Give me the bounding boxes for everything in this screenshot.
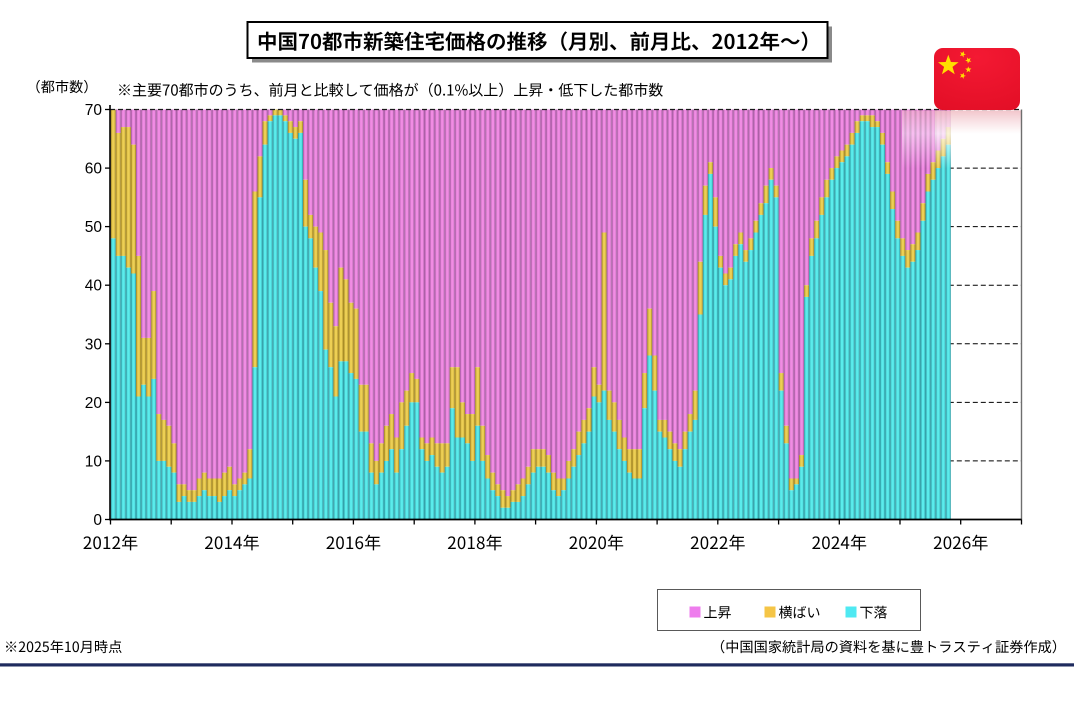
svg-text:30: 30 xyxy=(85,336,103,353)
svg-text:20: 20 xyxy=(85,395,103,412)
svg-text:50: 50 xyxy=(85,219,103,236)
svg-text:60: 60 xyxy=(85,161,103,178)
svg-text:70: 70 xyxy=(85,102,103,119)
svg-text:10: 10 xyxy=(85,453,103,470)
svg-text:0: 0 xyxy=(93,512,102,529)
svg-text:40: 40 xyxy=(85,278,103,295)
